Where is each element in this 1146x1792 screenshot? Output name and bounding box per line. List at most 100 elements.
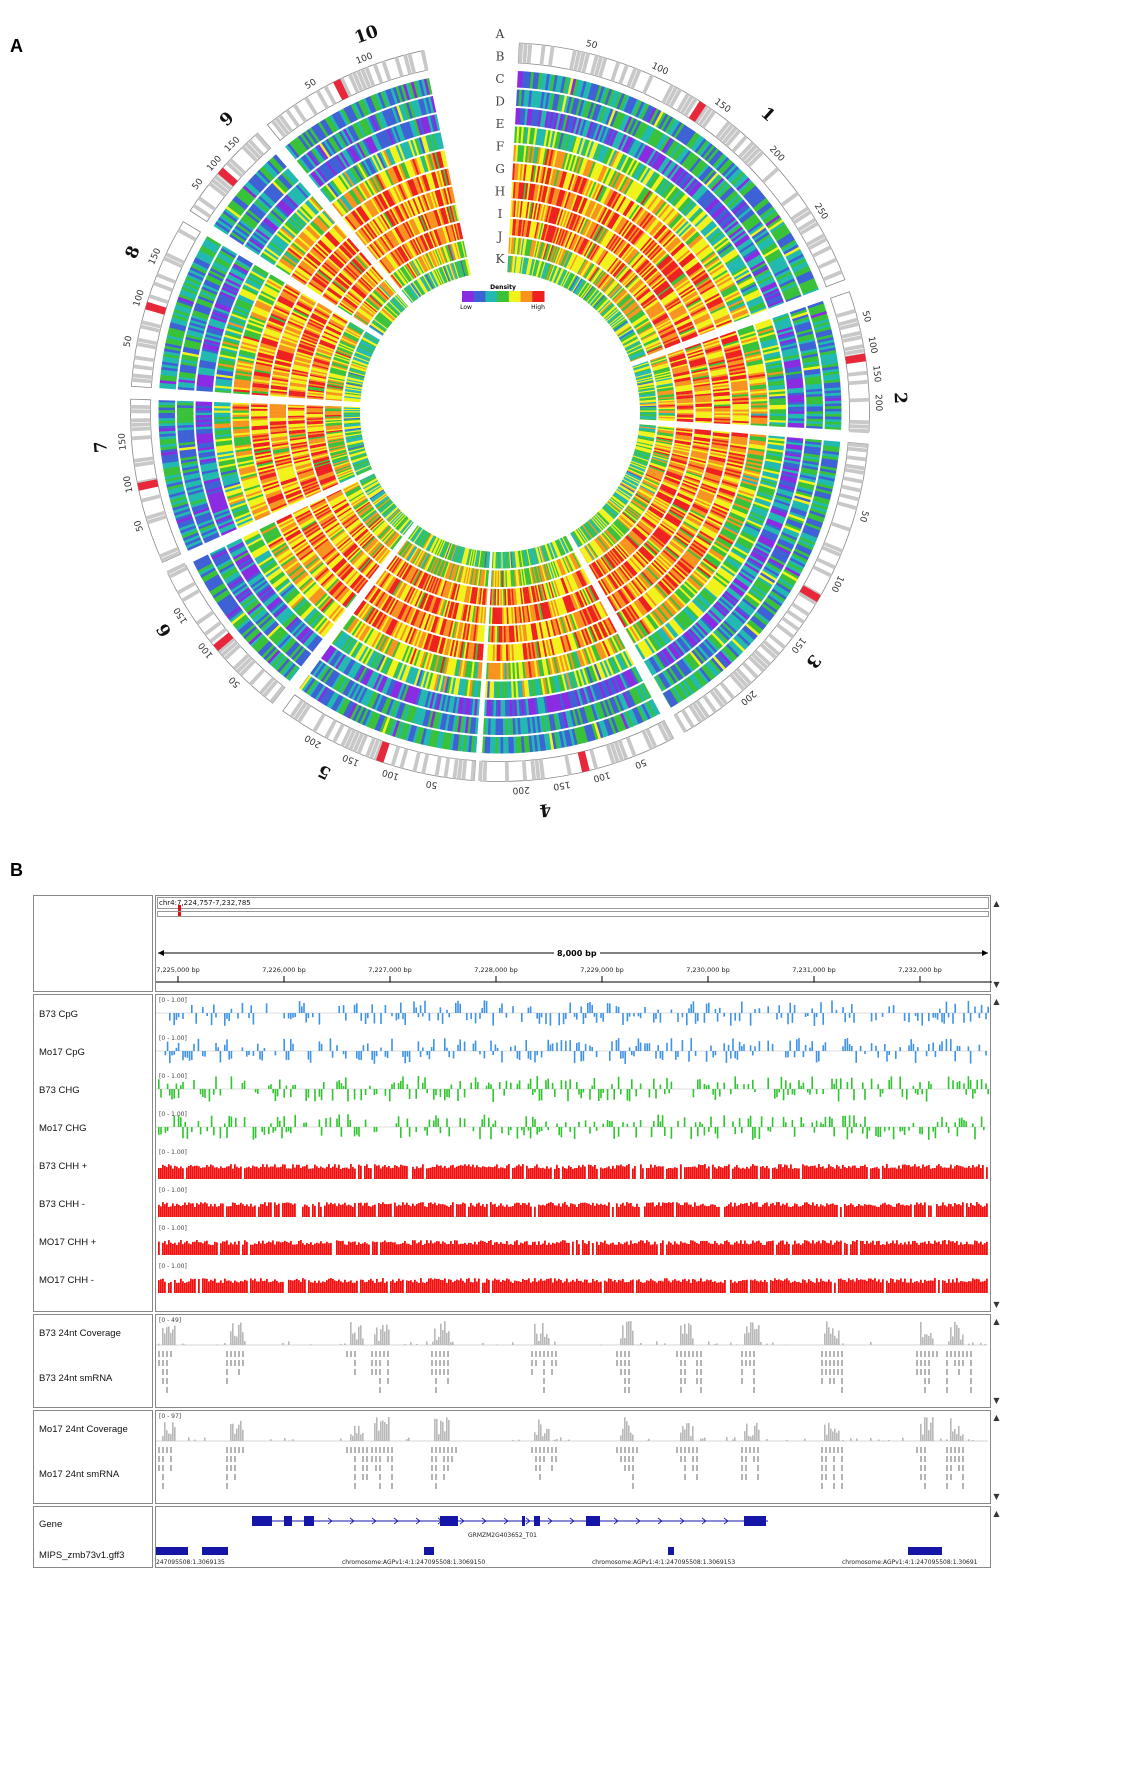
density-segment [595, 249, 606, 264]
density-segment [497, 718, 501, 735]
density-segment [822, 368, 840, 374]
density-segment [732, 417, 749, 420]
ideogram-band [721, 126, 738, 145]
density-segment [624, 303, 639, 315]
density-segment [746, 361, 764, 367]
density-segment [581, 219, 590, 235]
density-segment [640, 190, 652, 206]
density-segment [612, 318, 627, 330]
density-segment [586, 160, 595, 178]
density-segment [608, 191, 618, 208]
density-segment [604, 307, 618, 320]
density-segment [669, 306, 685, 317]
density-segment [634, 142, 645, 159]
density-segment [542, 110, 548, 128]
density-segment [727, 168, 742, 182]
density-segment [562, 230, 570, 247]
density-segment [623, 157, 634, 174]
density-segment [556, 151, 562, 168]
density-segment [590, 203, 600, 219]
density-segment [763, 353, 781, 360]
density-segment [676, 420, 694, 423]
ideogram-band [744, 147, 761, 165]
density-segment [688, 266, 704, 278]
density-segment [546, 244, 553, 261]
density-segment [691, 271, 707, 283]
density-segment [732, 407, 749, 410]
density-segment [570, 78, 577, 96]
density-segment [711, 268, 727, 279]
density-segment [616, 196, 627, 212]
density-segment [695, 414, 712, 417]
density-segment [823, 376, 840, 382]
density-segment [745, 355, 762, 361]
density-segment [585, 264, 596, 280]
density-segment [692, 311, 709, 321]
density-segment [575, 98, 583, 116]
density-segment [775, 230, 791, 242]
density-segment [713, 413, 731, 416]
density-segment [783, 244, 799, 255]
density-segment [532, 259, 538, 277]
density-segment [778, 333, 795, 341]
density-segment [753, 266, 769, 277]
density-segment [620, 297, 634, 310]
density-segment [572, 278, 583, 294]
density-segment [596, 273, 609, 288]
density-segment [611, 287, 625, 301]
density-segment [608, 312, 622, 325]
density-segment [824, 392, 842, 397]
density-segment [588, 122, 596, 139]
density-segment [528, 164, 533, 182]
density-segment [632, 255, 645, 270]
density-segment [727, 258, 743, 269]
density-segment [631, 162, 642, 178]
density-segment [605, 233, 617, 249]
density-segment [662, 116, 674, 132]
density-segment [674, 376, 691, 382]
density-segment [522, 127, 527, 144]
density-segment [641, 332, 657, 341]
density-segment [640, 167, 651, 184]
density-segment [515, 144, 519, 162]
density-segment [587, 201, 597, 218]
density-segment [524, 183, 529, 200]
density-segment [513, 256, 517, 273]
density-segment [664, 297, 680, 309]
density-segment [615, 291, 629, 305]
density-segment [769, 221, 786, 234]
density-segment [776, 273, 794, 284]
density-segment [693, 381, 711, 386]
density-segment [571, 277, 582, 293]
density-segment [686, 298, 702, 309]
density-segment [560, 250, 568, 266]
density-segment [694, 276, 711, 288]
density-segment [630, 313, 646, 324]
density-segment [806, 416, 823, 420]
density-segment [689, 268, 705, 280]
density-segment [593, 163, 602, 180]
density-segment [513, 237, 517, 255]
density-segment [769, 407, 786, 410]
density-segment [592, 203, 602, 220]
density-segment [713, 271, 729, 283]
density-segment [555, 228, 563, 245]
density-segment [628, 279, 642, 292]
density-segment [750, 415, 768, 419]
density-segment [634, 232, 647, 247]
density-segment [554, 189, 561, 206]
density-segment [613, 319, 628, 331]
density-segment [534, 203, 540, 220]
density-segment [554, 247, 562, 264]
density-segment [672, 312, 688, 322]
density-segment [634, 366, 651, 373]
density-segment [529, 221, 535, 238]
density-segment [691, 368, 708, 374]
density-segment [519, 201, 523, 218]
density-segment [714, 181, 728, 195]
density-segment [543, 205, 550, 222]
density-segment [619, 329, 634, 340]
density-segment [582, 262, 593, 278]
density-segment [595, 184, 604, 201]
density-segment [642, 126, 653, 143]
